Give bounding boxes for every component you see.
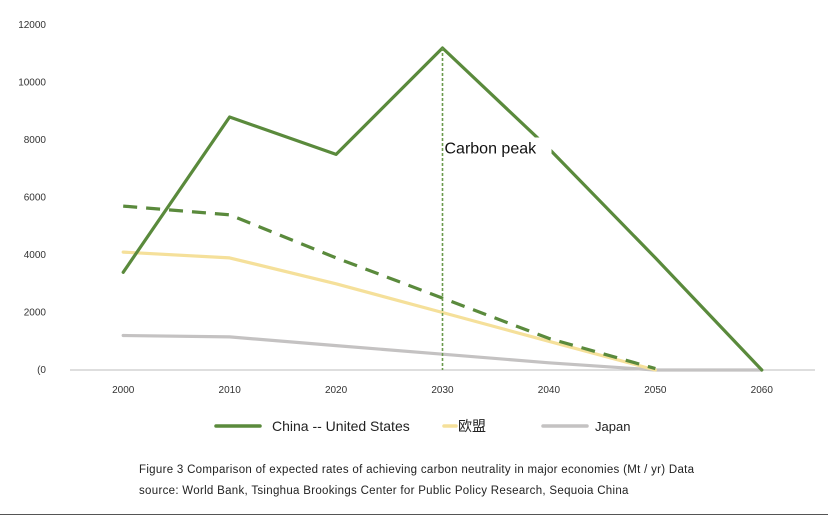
series-line-2: [123, 204, 656, 371]
x-tick-label: 2000: [112, 385, 135, 396]
x-tick-label: 2040: [538, 385, 561, 396]
legend-label: 欧盟: [458, 418, 486, 434]
y-tick-label: (0: [37, 365, 46, 376]
legend-label: Japan: [595, 419, 630, 434]
x-tick-label: 2060: [751, 385, 774, 396]
y-tick-label: 8000: [24, 135, 47, 146]
annotation-label: Carbon peak: [445, 141, 538, 158]
y-tick-label: 10000: [18, 78, 46, 89]
y-axis-ticks: (0 2000 4000 6000 8000 10000 12000: [18, 20, 46, 376]
legend: China -- United States 欧盟 Japan: [214, 418, 630, 434]
y-tick-label: 2000: [24, 308, 47, 319]
series-line-3: [121, 250, 657, 372]
y-tick-label: 6000: [24, 193, 47, 204]
x-tick-label: 2050: [644, 385, 667, 396]
x-tick-label: 2010: [219, 385, 242, 396]
figure-caption: Figure 3 Comparison of expected rates of…: [139, 460, 799, 502]
annotation-layer: Carbon peak: [441, 48, 552, 370]
y-tick-label: 4000: [24, 250, 47, 261]
x-tick-label: 2030: [431, 385, 454, 396]
legend-label: China -- United States: [272, 418, 410, 434]
bottom-divider: [0, 514, 828, 515]
caption-line-1: Figure 3 Comparison of expected rates of…: [139, 464, 695, 476]
caption-line-2: source: World Bank, Tsinghua Brookings C…: [139, 485, 629, 497]
x-axis-ticks: 2000 2010 2020 2030 2040 2050 2060: [112, 385, 773, 396]
annotation-background: [443, 137, 552, 160]
y-tick-label: 12000: [18, 20, 46, 31]
x-tick-label: 2020: [325, 385, 348, 396]
